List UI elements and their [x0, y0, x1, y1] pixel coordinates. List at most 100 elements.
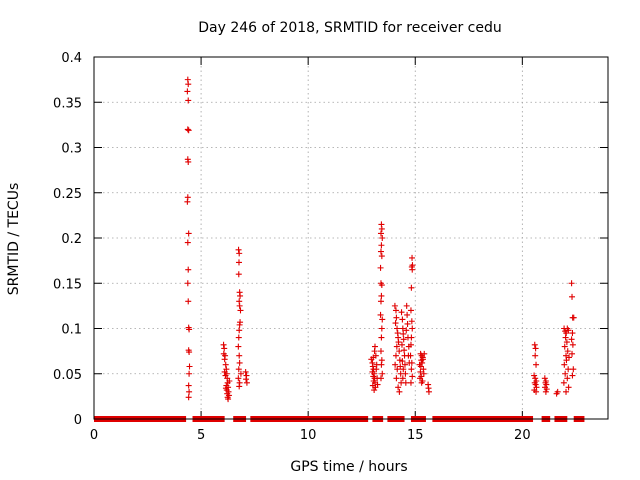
data-point — [378, 325, 385, 332]
data-point — [236, 321, 243, 328]
data-point — [377, 375, 384, 382]
data-point — [561, 361, 568, 368]
data-point — [418, 379, 425, 386]
data-point — [568, 280, 575, 287]
data-point — [186, 326, 193, 333]
data-point — [570, 366, 577, 373]
data-point — [409, 373, 416, 380]
data-point — [242, 368, 249, 375]
data-point — [185, 230, 192, 237]
data-point — [399, 316, 406, 323]
data-point — [221, 368, 228, 375]
x-tick-label: 15 — [407, 428, 424, 443]
data-point — [407, 379, 414, 386]
chart-title: Day 246 of 2018, SRMTID for receiver ced… — [198, 20, 501, 36]
data-point — [236, 383, 243, 390]
data-point — [402, 370, 409, 377]
data-point — [379, 316, 386, 323]
data-point — [408, 284, 415, 291]
y-tick-label: 0 — [74, 413, 82, 428]
data-point — [392, 352, 399, 359]
data-point — [392, 307, 399, 314]
data-point — [408, 334, 415, 341]
data-point — [565, 384, 572, 391]
data-point — [396, 388, 403, 395]
data-point — [532, 352, 539, 359]
data-point — [420, 370, 427, 377]
data-point — [565, 366, 572, 373]
data-point — [185, 127, 192, 134]
data-point — [394, 325, 401, 332]
data-point — [184, 280, 191, 287]
y-tick-label: 0.1 — [61, 323, 82, 338]
data-point — [378, 253, 385, 260]
data-point — [400, 330, 407, 337]
data-point — [222, 361, 229, 368]
data-point — [369, 363, 376, 370]
data-point — [570, 314, 577, 321]
data-point — [185, 81, 192, 88]
data-point — [403, 327, 410, 334]
data-point — [533, 361, 540, 368]
data-point — [235, 271, 242, 278]
data-points — [184, 76, 577, 403]
data-point — [396, 357, 403, 364]
data-point — [391, 302, 398, 309]
data-point — [562, 334, 569, 341]
data-point — [563, 339, 570, 346]
data-point — [377, 248, 384, 255]
data-point — [569, 372, 576, 379]
data-point — [235, 259, 242, 266]
data-point — [394, 366, 401, 373]
data-point — [186, 349, 193, 356]
data-point — [377, 348, 384, 355]
y-tick-label: 0.2 — [61, 232, 82, 247]
x-axis-label: GPS time / hours — [290, 459, 407, 475]
y-tick-label: 0.25 — [53, 187, 82, 202]
data-point — [378, 292, 385, 299]
data-point — [393, 343, 400, 350]
data-point — [401, 347, 408, 354]
data-point — [236, 302, 243, 309]
data-point — [563, 357, 570, 364]
data-point — [235, 246, 242, 253]
y-tick-label: 0.4 — [61, 51, 82, 66]
data-point — [371, 387, 378, 394]
data-point — [393, 314, 400, 321]
data-point — [569, 330, 576, 337]
data-point — [409, 325, 416, 332]
data-point — [379, 235, 386, 241]
data-point — [563, 388, 570, 395]
data-point — [541, 375, 548, 382]
grid — [94, 57, 608, 419]
data-point — [569, 350, 576, 357]
data-point — [409, 254, 416, 261]
data-point — [404, 311, 411, 318]
data-point — [421, 350, 428, 357]
data-point — [184, 198, 191, 205]
data-point — [398, 309, 405, 316]
data-point — [417, 368, 424, 375]
data-point — [235, 334, 242, 341]
data-point — [562, 370, 569, 377]
y-tick-label: 0.3 — [61, 142, 82, 157]
data-point — [416, 361, 423, 368]
data-point — [397, 363, 404, 370]
data-point — [399, 358, 406, 365]
data-point — [407, 352, 414, 359]
y-axis-label: SRMTID / TECUs — [6, 183, 22, 296]
data-point — [401, 361, 408, 368]
data-point — [532, 381, 539, 388]
data-point — [566, 354, 573, 361]
data-point — [378, 225, 385, 232]
data-point — [243, 379, 250, 386]
data-point — [531, 372, 538, 379]
data-point — [243, 376, 250, 383]
data-point — [237, 292, 244, 299]
data-point — [395, 384, 402, 391]
data-point — [225, 396, 232, 403]
data-point — [378, 334, 385, 341]
data-point — [554, 388, 561, 395]
data-point — [407, 341, 414, 348]
